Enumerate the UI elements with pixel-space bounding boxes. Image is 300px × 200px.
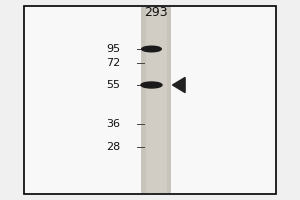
Ellipse shape — [142, 46, 161, 52]
Text: 36: 36 — [106, 119, 120, 129]
Text: 28: 28 — [106, 142, 120, 152]
Text: 293: 293 — [144, 6, 168, 19]
Bar — [141, 7, 171, 193]
Text: 95: 95 — [106, 44, 120, 54]
Bar — [146, 7, 167, 193]
Polygon shape — [172, 77, 185, 93]
Ellipse shape — [141, 82, 162, 88]
Text: 55: 55 — [106, 80, 120, 90]
Bar — [24, 6, 276, 194]
Text: 72: 72 — [106, 58, 120, 68]
